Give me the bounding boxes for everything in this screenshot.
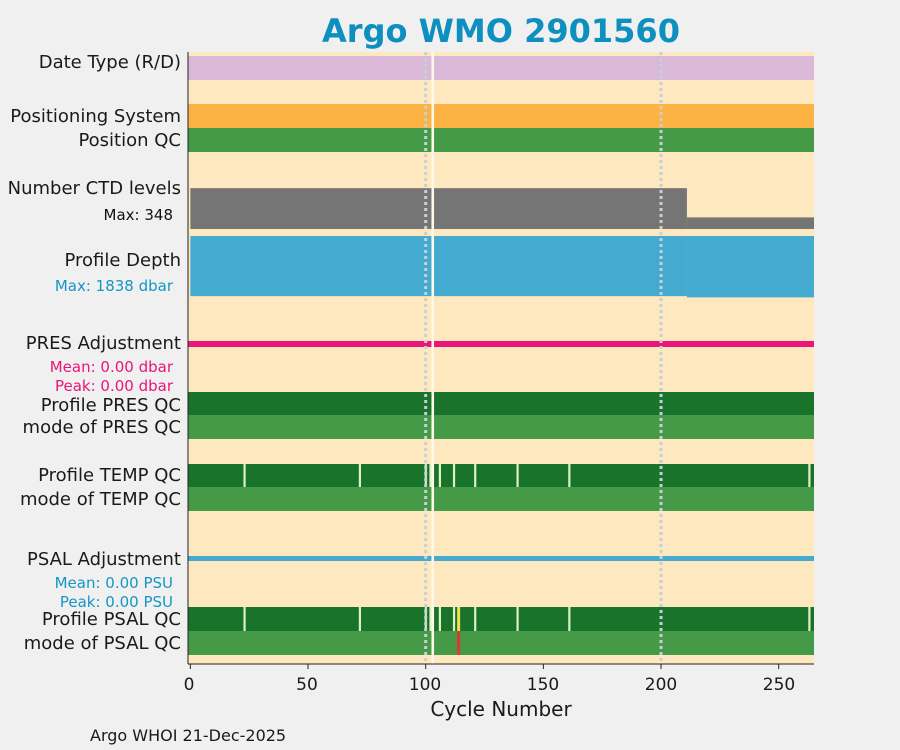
x-axis-label: Cycle Number bbox=[430, 697, 572, 721]
x-tick-label: 150 bbox=[526, 675, 560, 695]
qc-mark bbox=[808, 607, 811, 631]
label-profile-depth: Profile Depth bbox=[64, 250, 181, 271]
qc-mark bbox=[568, 607, 571, 631]
stat-pres-peak: Peak: 0.00 dbar bbox=[54, 377, 173, 395]
qc-mark bbox=[358, 607, 361, 631]
plot-background bbox=[188, 52, 814, 664]
bar-num_ctd_levels bbox=[190, 188, 687, 229]
bar-profile_psal_qc bbox=[188, 607, 814, 631]
bar-profile_depth bbox=[190, 236, 687, 297]
stat-depth-max: Max: 1838 dbar bbox=[54, 277, 173, 295]
bar-pres_adjustment bbox=[188, 341, 814, 347]
qc-mark bbox=[243, 464, 246, 487]
stat-psal-peak: Peak: 0.00 PSU bbox=[59, 593, 173, 611]
label-pres-adjustment: PRES Adjustment bbox=[25, 333, 181, 354]
bar-num_ctd_levels bbox=[686, 217, 814, 229]
label-mode-temp-qc: mode of TEMP QC bbox=[19, 489, 181, 510]
label-mode-psal-qc: mode of PSAL QC bbox=[23, 633, 181, 654]
bar-mode_pres_qc bbox=[188, 415, 814, 439]
qc-mark bbox=[516, 464, 519, 487]
bar-position_qc bbox=[188, 128, 814, 152]
label-psal-adjustment: PSAL Adjustment bbox=[26, 549, 181, 570]
label-date-type: Date Type (R/D) bbox=[38, 52, 181, 73]
bar-mode_temp_qc bbox=[188, 487, 814, 511]
x-tick-label: 50 bbox=[296, 675, 318, 695]
qc-mark bbox=[438, 464, 442, 487]
x-tick-label: 0 bbox=[183, 675, 195, 695]
bar-positioning_system bbox=[188, 104, 814, 128]
qc-mark bbox=[358, 464, 361, 487]
bar-date_type bbox=[188, 56, 814, 80]
x-tick-label: 250 bbox=[762, 675, 796, 695]
qc-mark-bad bbox=[457, 631, 461, 655]
label-mode-pres-qc: mode of PRES QC bbox=[22, 417, 181, 438]
qc-mark bbox=[424, 464, 427, 487]
label-position-qc: Position QC bbox=[78, 130, 181, 151]
x-tick-label: 200 bbox=[644, 675, 678, 695]
bar-profile_pres_qc bbox=[188, 392, 814, 415]
footer-credit: Argo WHOI 21-Dec-2025 bbox=[90, 726, 287, 745]
cycle-gap-marker bbox=[431, 52, 435, 664]
stat-ctd-max: Max: 348 bbox=[103, 206, 173, 224]
qc-mark bbox=[474, 607, 477, 631]
chart-title: Argo WMO 2901560 bbox=[322, 12, 680, 50]
qc-mark bbox=[429, 464, 432, 487]
bar-psal_adjustment bbox=[188, 556, 814, 561]
qc-mark-probably-good bbox=[457, 607, 461, 631]
qc-mark bbox=[808, 464, 811, 487]
qc-mark bbox=[243, 607, 246, 631]
bar-profile_temp_qc bbox=[188, 464, 814, 487]
qc-mark bbox=[474, 464, 477, 487]
x-tick-label: 100 bbox=[408, 675, 442, 695]
qc-mark bbox=[568, 464, 571, 487]
stat-psal-mean: Mean: 0.00 PSU bbox=[54, 574, 173, 592]
qc-mark bbox=[452, 464, 456, 487]
qc-mark bbox=[438, 607, 442, 631]
label-number-ctd-levels: Number CTD levels bbox=[7, 178, 181, 199]
label-profile-temp-qc: Profile TEMP QC bbox=[38, 465, 181, 486]
label-profile-psal-qc: Profile PSAL QC bbox=[41, 609, 181, 630]
bar-mode_psal_qc bbox=[188, 631, 814, 655]
qc-mark bbox=[452, 607, 456, 631]
qc-mark bbox=[516, 607, 519, 631]
label-positioning-system: Positioning System bbox=[10, 106, 181, 127]
label-profile-pres-qc: Profile PRES QC bbox=[40, 395, 181, 416]
bar-profile_depth bbox=[686, 236, 814, 298]
qc-mark bbox=[429, 607, 432, 631]
stat-pres-mean: Mean: 0.00 dbar bbox=[49, 358, 173, 376]
